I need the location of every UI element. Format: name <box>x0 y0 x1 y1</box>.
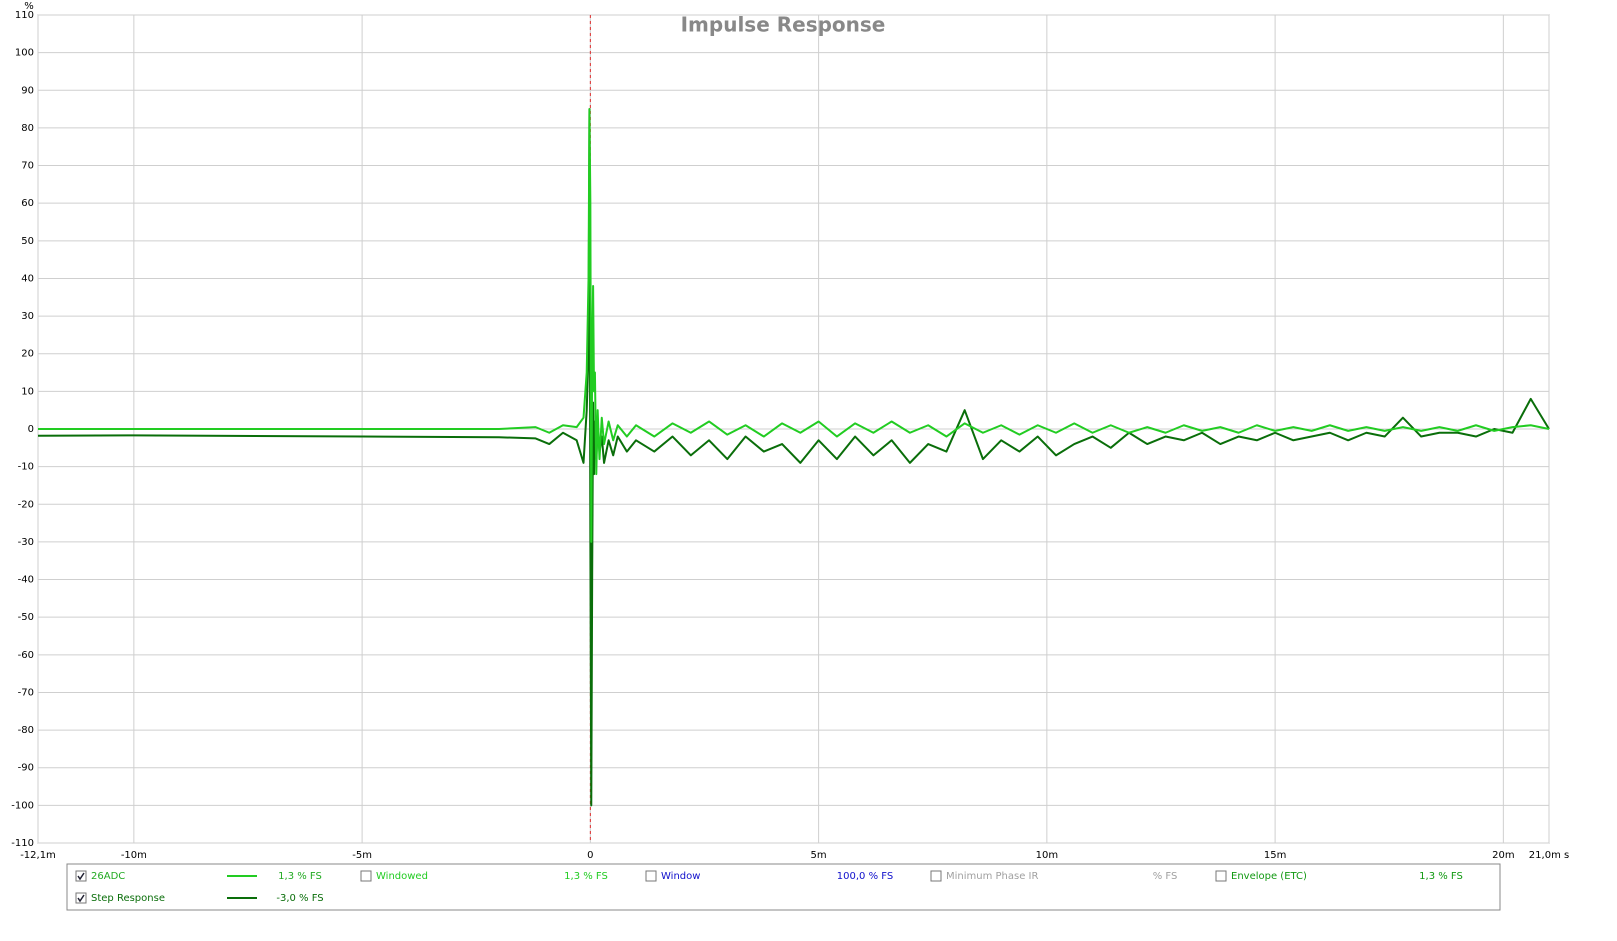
panel-checkbox[interactable] <box>645 870 657 882</box>
x-tick-label: -10m <box>121 850 147 861</box>
panel-label: Minimum Phase IR <box>946 871 1039 882</box>
x-tick-label: 10m <box>1036 850 1058 861</box>
x-tick-label: 20m <box>1492 850 1514 861</box>
y-tick-label: 50 <box>21 236 34 247</box>
y-tick-label: 20 <box>21 349 34 360</box>
check-mark <box>77 894 85 903</box>
legend-label: 26ADC <box>91 871 125 882</box>
panel-checkbox[interactable] <box>930 870 942 882</box>
x-tick-label: 5m <box>811 850 827 861</box>
y-tick-label: 90 <box>21 85 34 96</box>
panel-label: Window <box>661 871 700 882</box>
y-tick-label: -70 <box>18 687 34 698</box>
legend-label: Step Response <box>91 893 165 904</box>
y-tick-label: -100 <box>11 800 34 811</box>
legend-readout: -3,0 % FS <box>276 893 323 904</box>
panel-readout: 1,3 % FS <box>1419 871 1463 882</box>
panel-readout: % FS <box>1153 871 1178 882</box>
series-line <box>37 108 1550 807</box>
y-tick-label: -20 <box>18 499 34 510</box>
y-tick-label: 70 <box>21 161 34 172</box>
panel-label: Envelope (ETC) <box>1231 871 1307 882</box>
chart-title: Impulse Response <box>681 13 886 37</box>
x-tick-label: -12,1m <box>20 850 56 861</box>
panel-checkbox[interactable] <box>360 870 372 882</box>
y-tick-label: 40 <box>21 273 34 284</box>
y-tick-label: -10 <box>18 462 34 473</box>
x-tick-label: 21,0m s <box>1529 850 1569 861</box>
panel-readout: 1,3 % FS <box>564 871 608 882</box>
legend-readout: 1,3 % FS <box>278 871 322 882</box>
panel-label: Windowed <box>376 871 428 882</box>
series-checkbox[interactable] <box>75 870 87 882</box>
y-tick-label: 80 <box>21 123 34 134</box>
panel-readout: 100,0 % FS <box>837 871 893 882</box>
y-tick-label: 100 <box>15 48 34 59</box>
series-line <box>38 108 1550 543</box>
y-tick-label: 60 <box>21 198 34 209</box>
check-mark <box>77 872 85 881</box>
y-tick-label: 10 <box>21 386 34 397</box>
legend-panel <box>66 863 1501 911</box>
x-tick-label: 15m <box>1264 850 1286 861</box>
y-tick-label: -50 <box>18 612 34 623</box>
y-tick-label: 0 <box>28 424 34 435</box>
y-tick-label: 30 <box>21 311 34 322</box>
series-checkbox[interactable] <box>75 892 87 904</box>
x-tick-label: 0 <box>587 850 593 861</box>
y-tick-label: -110 <box>11 838 34 849</box>
y-tick-label: -60 <box>18 650 34 661</box>
y-tick-label: -80 <box>18 725 34 736</box>
y-tick-label: -30 <box>18 537 34 548</box>
y-tick-label: 110 <box>15 10 34 21</box>
y-tick-label: -40 <box>18 575 34 586</box>
panel-checkbox[interactable] <box>1215 870 1227 882</box>
x-tick-label: -5m <box>352 850 372 861</box>
y-axis-label: % <box>24 1 34 12</box>
y-tick-label: -90 <box>18 763 34 774</box>
